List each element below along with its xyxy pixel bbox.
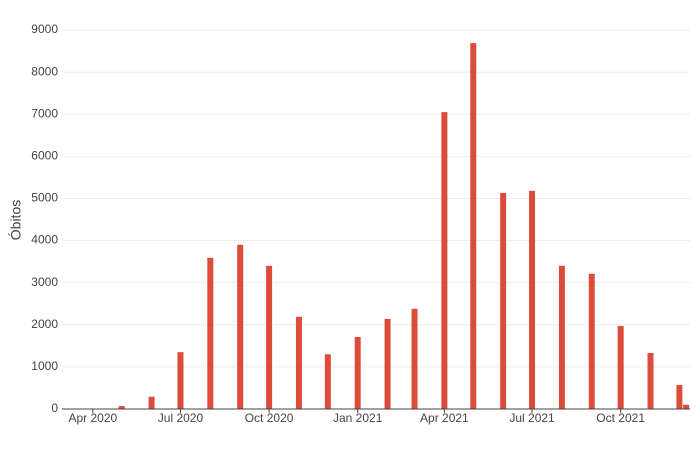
y-tick-label: 5000	[31, 191, 58, 205]
bar	[148, 396, 155, 409]
bar	[295, 316, 302, 409]
bar	[207, 257, 214, 409]
x-tick-label: Apr 2020	[68, 411, 117, 425]
y-tick-label: 9000	[31, 22, 58, 36]
bar	[118, 406, 125, 409]
bar	[617, 326, 624, 409]
x-tick-label: Jan 2021	[333, 411, 383, 425]
bar	[683, 404, 690, 409]
bar	[237, 244, 244, 409]
bar	[266, 265, 273, 409]
x-tick-label: Oct 2021	[596, 411, 645, 425]
bar	[529, 190, 536, 409]
y-tick-label: 1000	[31, 359, 58, 373]
x-tick-label: Apr 2021	[420, 411, 469, 425]
bar	[441, 112, 448, 409]
x-tick-label: Oct 2020	[245, 411, 294, 425]
y-tick-label: 6000	[31, 149, 58, 163]
bar	[558, 265, 565, 409]
bar	[470, 43, 477, 409]
y-tick-label: 4000	[31, 233, 58, 247]
bar	[647, 352, 654, 409]
bar	[411, 308, 418, 409]
bar	[588, 273, 595, 409]
y-tick-label: 7000	[31, 106, 58, 120]
bar	[354, 336, 361, 409]
bar	[384, 318, 391, 409]
y-tick-label: 2000	[31, 317, 58, 331]
x-tick-label: Jul 2021	[509, 411, 555, 425]
y-tick-label: 8000	[31, 64, 58, 78]
bar	[324, 354, 331, 409]
x-tick-label: Jul 2020	[158, 411, 204, 425]
bar	[177, 352, 184, 409]
bar	[676, 384, 683, 409]
y-axis-title: Óbitos	[8, 200, 24, 240]
bar	[500, 192, 507, 409]
y-tick-label: 3000	[31, 275, 58, 289]
y-tick-label: 0	[51, 401, 58, 415]
